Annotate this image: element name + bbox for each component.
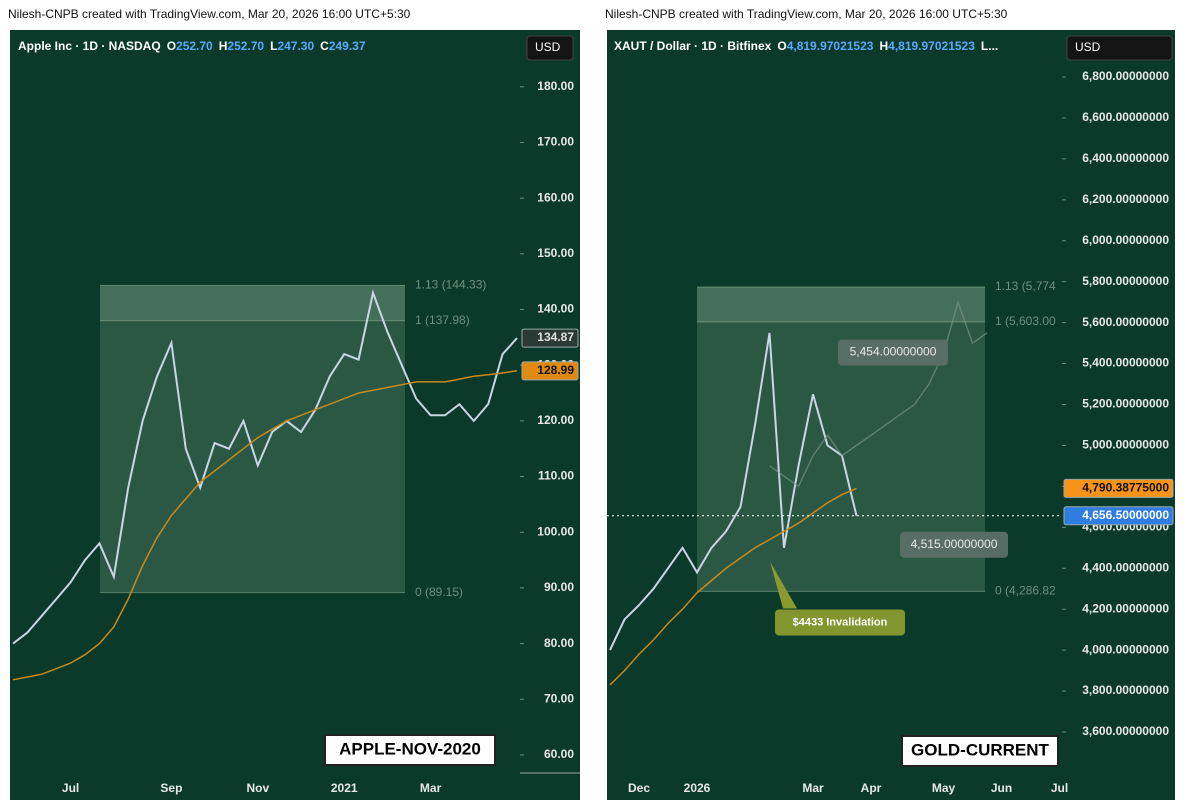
y-tick-label: 5,800.00000000 — [1082, 274, 1169, 288]
fib-zone — [100, 285, 405, 321]
currency-box — [1066, 35, 1173, 61]
title-part: O — [777, 39, 786, 53]
x-tick-label: Jun — [991, 781, 1012, 795]
x-tick-label: Mar — [420, 781, 442, 795]
annotation-label: 5,454.00000000 — [850, 345, 937, 359]
price-tag-label: 128.99 — [537, 363, 574, 377]
series-line — [609, 332, 858, 651]
watermark: APPLE-NOV-2020 — [339, 739, 481, 758]
price-tag — [521, 328, 579, 348]
watermark: GOLD-CURRENT — [911, 740, 1049, 759]
x-tick-label: Mar — [802, 781, 824, 795]
fib-label: 1.13 (5,774 — [995, 279, 1056, 293]
currency-label: USD — [1075, 40, 1101, 54]
series-line — [12, 289, 518, 645]
y-tick-label: 4,400.00000000 — [1082, 560, 1169, 574]
price-tag — [1063, 478, 1174, 498]
panel-bg — [10, 30, 580, 800]
price-tag — [1063, 506, 1174, 526]
x-tick-label: Sep — [160, 781, 182, 795]
chart-title: Apple Inc · 1D · NASDAQ O252.70 H252.70 L24… — [18, 39, 366, 53]
y-tick-label: 110.00 — [538, 469, 574, 483]
title-part: XAUT / Dollar · 1D · Bitfinex — [614, 39, 772, 53]
title-part: C — [320, 39, 329, 53]
y-tick-label: 5,200.00000000 — [1082, 397, 1169, 411]
title-part: Apple Inc · 1D · NASDAQ — [18, 39, 161, 53]
y-tick-label: 150.00 — [537, 246, 574, 260]
y-tick-label: 100.00 — [537, 524, 574, 538]
series-line — [12, 370, 518, 681]
annotation-label: $4433 Invalidation — [793, 616, 888, 628]
title-part: L... — [981, 39, 998, 53]
title-part: 249.37 — [329, 39, 366, 53]
x-tick-label: May — [932, 781, 956, 795]
y-tick-label: 120.00 — [537, 413, 574, 427]
y-tick-label: 160.00 — [537, 190, 574, 204]
x-tick-label: 2026 — [684, 781, 711, 795]
plot: 0 (89.15) 1 (137.98) 1.13 (144.33) — [12, 278, 518, 681]
x-tick-label: Apr — [861, 781, 882, 795]
fib-label: 0 (4,286.82 — [995, 584, 1056, 598]
y-tick-label: 6,000.00000000 — [1082, 233, 1169, 247]
x-tick-label: 2021 — [331, 781, 358, 795]
fib-label: 1.13 (144.33) — [415, 278, 486, 292]
y-tick-label: 90.00 — [544, 580, 574, 594]
y-tick-label: 5,600.00000000 — [1082, 315, 1169, 329]
title-part: 4,819.97021523 — [787, 39, 874, 53]
y-tick-label: 140.00 — [537, 302, 574, 316]
y-tick-label: 6,400.00000000 — [1082, 151, 1169, 165]
title-part: H — [879, 39, 888, 53]
y-tick-label: 3,800.00000000 — [1082, 683, 1169, 697]
price-tag-label: 4,656.50000000 — [1082, 508, 1169, 522]
x-tick-label: Dec — [628, 781, 650, 795]
panel-bg — [607, 30, 1175, 800]
y-tick-label: 5,400.00000000 — [1082, 356, 1169, 370]
title-part: L — [270, 39, 277, 53]
x-tick-label: Nov — [246, 781, 269, 795]
y-tick-label: 170.00 — [537, 135, 574, 149]
chart-title: XAUT / Dollar · 1D · Bitfinex O4,819.9702… — [614, 39, 998, 53]
y-tick-label: 6,200.00000000 — [1082, 192, 1169, 206]
annotation-box — [900, 531, 1008, 558]
price-tag-label: 134.87 — [537, 330, 574, 344]
title-part: 252.70 — [176, 39, 213, 53]
annotation-label: 4,515.00000000 — [911, 537, 998, 551]
title-part: H — [219, 39, 228, 53]
title-part: O — [167, 39, 176, 53]
y-tick-label: 3,600.00000000 — [1082, 724, 1169, 738]
fib-label: 1 (137.98) — [415, 313, 470, 327]
y-tick-label: 6,800.00000000 — [1082, 69, 1169, 83]
y-tick-label: 80.00 — [544, 636, 574, 650]
header: Nilesh-CNPB created with TradingView.com… — [8, 7, 411, 21]
callout-arrow — [770, 561, 797, 609]
y-tick-label: 4,000.00000000 — [1082, 642, 1169, 656]
y-tick-label: 5,000.00000000 — [1082, 438, 1169, 452]
currency-box — [526, 35, 574, 61]
annotation-box — [775, 609, 905, 636]
title-part: 4,819.97021523 — [888, 39, 975, 53]
header: Nilesh-CNPB created with TradingView.com… — [605, 7, 1008, 21]
y-tick-label: 4,200.00000000 — [1082, 601, 1169, 615]
fib-label: 1 (5,603.00 — [995, 314, 1056, 328]
price-tag — [521, 361, 579, 381]
price-tag-label: 4,790.38775000 — [1082, 481, 1169, 495]
y-tick-label: 70.00 — [544, 691, 574, 705]
y-tick-label: 180.00 — [537, 79, 574, 93]
x-tick-label: Jul — [62, 781, 79, 795]
currency-label: USD — [535, 40, 561, 54]
fib-zone — [100, 320, 405, 593]
y-tick-label: 60.00 — [544, 747, 574, 761]
fib-label: 0 (89.15) — [415, 585, 463, 599]
y-tick-label: 6,600.00000000 — [1082, 110, 1169, 124]
watermark-box — [901, 735, 1059, 767]
annotation-box — [838, 339, 948, 366]
fib-zone — [697, 287, 985, 323]
series-line — [609, 487, 857, 686]
watermark-box — [324, 734, 496, 766]
title-part: 247.30 — [277, 39, 314, 53]
x-tick-label: Jul — [1051, 781, 1068, 795]
title-part: 252.70 — [227, 39, 264, 53]
series-line — [769, 299, 988, 488]
